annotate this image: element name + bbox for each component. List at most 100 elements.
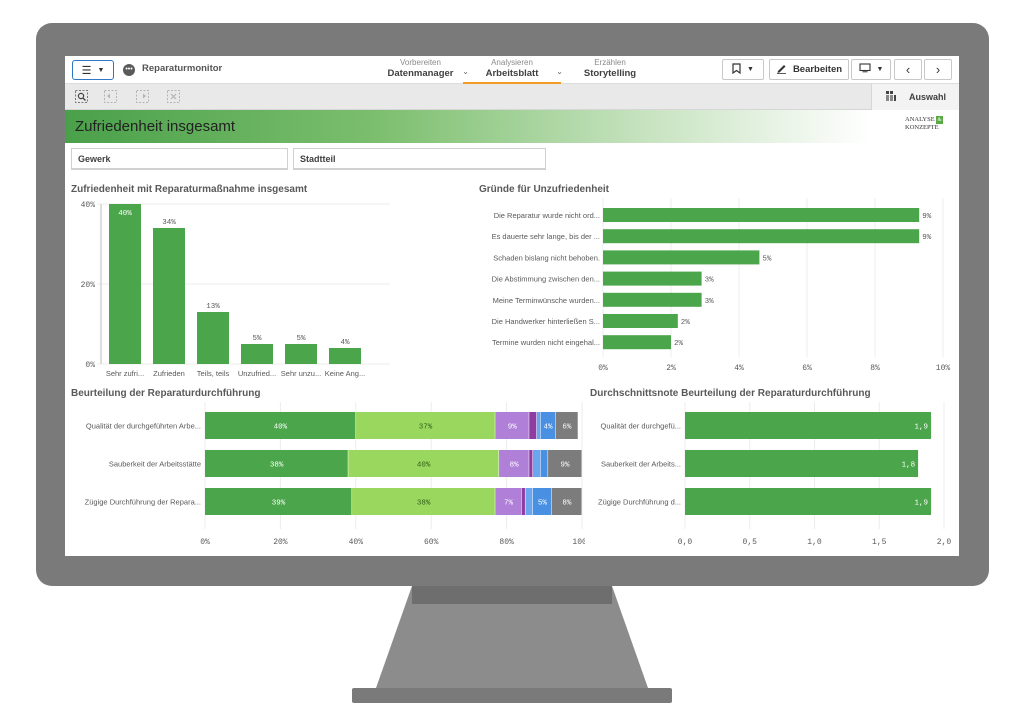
bar bbox=[603, 208, 920, 222]
chevron-down-icon: ▼ bbox=[876, 66, 884, 73]
x-tick-label: 4% bbox=[734, 364, 744, 373]
step-forward-icon[interactable] bbox=[135, 90, 149, 103]
bar-value-label: 34% bbox=[162, 219, 176, 227]
bar-value-label: 7% bbox=[504, 500, 514, 508]
x-tick-label: 8% bbox=[870, 364, 880, 373]
bar-value-label: 1,8 bbox=[902, 462, 916, 470]
x-tick-label: 0% bbox=[200, 538, 210, 547]
tab-sub-label: Vorbereiten bbox=[400, 58, 441, 67]
bar-segment bbox=[495, 412, 529, 439]
tab-arbeitsblatt[interactable]: Analysieren Arbeitsblatt ⌄ bbox=[463, 58, 563, 84]
filter-label: Stadtteil bbox=[300, 154, 336, 164]
bar-segment bbox=[499, 450, 529, 477]
next-sheet-button[interactable]: › bbox=[924, 59, 952, 80]
x-tick-label: Keine Ang... bbox=[325, 369, 365, 378]
y-tick-label: Die Reparatur wurde nicht ord... bbox=[494, 211, 600, 220]
x-tick-label: Sehr unzu... bbox=[281, 369, 321, 378]
chart-title: Durchschnittsnote Beurteilung der Repara… bbox=[590, 388, 871, 399]
y-tick-label: 0% bbox=[85, 361, 95, 370]
y-tick-label: 20% bbox=[81, 281, 96, 290]
sheet-header: Zufriedenheit insgesamt ANALYSE & KONZEP… bbox=[65, 110, 959, 143]
clear-selections-icon[interactable] bbox=[166, 90, 180, 103]
bar-value-label: 40% bbox=[274, 424, 288, 432]
tab-storytelling[interactable]: Erzählen Storytelling bbox=[572, 58, 648, 84]
x-tick-label: Zufrieden bbox=[153, 369, 185, 378]
previous-sheet-button[interactable]: ‹ bbox=[894, 59, 922, 80]
tab-label: Datenmanager bbox=[387, 68, 454, 79]
qlik-app-screen: ☰ ▼ ••• Reparaturmonitor Vorbereiten Dat… bbox=[65, 56, 959, 556]
bar-value-label: 5% bbox=[252, 335, 262, 343]
x-tick-label: 2% bbox=[666, 364, 676, 373]
chevron-down-icon[interactable]: ⌄ bbox=[462, 67, 469, 76]
bar bbox=[603, 292, 702, 307]
smart-search-icon[interactable] bbox=[74, 90, 88, 103]
bar-value-label: 5% bbox=[538, 500, 548, 508]
bar bbox=[285, 344, 317, 364]
tab-sub-label: Analysieren bbox=[491, 58, 533, 67]
x-tick-label: 80% bbox=[499, 538, 514, 547]
bar-segment bbox=[348, 450, 499, 477]
y-tick-label: Die Handwerker hinterließen S... bbox=[492, 317, 600, 326]
bar bbox=[685, 450, 919, 477]
bar-value-label: 2% bbox=[681, 319, 691, 327]
bar-segment bbox=[532, 488, 552, 515]
chevron-down-icon[interactable]: ⌄ bbox=[556, 67, 563, 76]
selections-label: Auswahl bbox=[908, 92, 946, 102]
bar-segment bbox=[355, 412, 495, 439]
bar-value-label: 9% bbox=[508, 424, 518, 432]
x-tick-label: 20% bbox=[273, 538, 288, 547]
reasons-bar-chart[interactable]: 0% 2% 4% 6% 8% 10% 9% Die Reparatur wurde nicht… bbox=[479, 196, 959, 391]
bar bbox=[685, 488, 932, 515]
x-tick-label: 2,0 bbox=[937, 538, 952, 547]
bar-segment bbox=[525, 488, 533, 515]
pencil-icon bbox=[776, 63, 787, 77]
bar-value-label: 5% bbox=[296, 335, 306, 343]
bar-segment bbox=[529, 450, 533, 477]
bar-segment bbox=[536, 412, 541, 439]
y-tick-label: Qualität der durchgeführten Arbe... bbox=[86, 422, 201, 431]
bar bbox=[109, 204, 141, 364]
bar-value-label: 9% bbox=[922, 234, 932, 242]
filter-pane-gewerk[interactable]: Gewerk bbox=[71, 148, 288, 170]
bar bbox=[603, 250, 760, 265]
bar bbox=[603, 229, 920, 244]
chart-title: Gründe für Unzufriedenheit bbox=[479, 184, 609, 195]
step-back-icon[interactable] bbox=[103, 90, 117, 103]
selection-toolbar: Auswahl bbox=[65, 84, 959, 110]
x-tick-label: 6% bbox=[802, 364, 812, 373]
bar-segment bbox=[540, 412, 556, 439]
bar-value-label: 3% bbox=[705, 298, 715, 306]
company-logo: ANALYSE & KONZEPTE bbox=[905, 116, 943, 131]
satisfaction-bar-chart[interactable]: 0% 20% 40% 40% Sehr zufri... 34% Zufrieden 13% T… bbox=[65, 196, 395, 396]
global-menu-button[interactable]: ☰ ▼ bbox=[72, 60, 114, 80]
bar-segment bbox=[352, 488, 495, 515]
bar-segment bbox=[521, 488, 525, 515]
bar bbox=[153, 228, 185, 364]
bar-value-label: 40% bbox=[118, 210, 132, 218]
selections-tool-button[interactable]: Auswahl bbox=[871, 84, 959, 110]
bar-value-label: 5% bbox=[762, 255, 772, 263]
present-button[interactable]: ▼ bbox=[851, 59, 891, 80]
x-tick-label: 100% bbox=[572, 538, 585, 547]
bar-value-label: 39% bbox=[272, 500, 286, 508]
bar-segment bbox=[205, 450, 348, 477]
filter-pane-stadtteil[interactable]: Stadtteil bbox=[293, 148, 546, 170]
average-rating-bar-chart[interactable]: 0,0 0,5 1,0 1,5 2,0 1,9 Qualität der durchgefü… bbox=[590, 400, 959, 550]
tab-datenmanager[interactable]: Vorbereiten Datenmanager ⌄ bbox=[378, 58, 470, 84]
y-tick-label: Qualität der durchgefü... bbox=[601, 422, 681, 431]
edit-button[interactable]: Bearbeiten bbox=[769, 59, 849, 80]
bookmark-button[interactable]: ▼ bbox=[722, 59, 764, 80]
bar-segment bbox=[495, 488, 522, 515]
y-tick-label: Sauberkeit der Arbeitsstätte bbox=[109, 460, 201, 469]
y-tick-label: Termine wurden nicht eingehal... bbox=[492, 338, 600, 347]
y-tick-label: Zügige Durchführung der Repara... bbox=[85, 498, 201, 507]
rating-stacked-bar-chart[interactable]: 0% 20% 40% 60% 80% 100% 40% 37% 9% 4% 6% Qualität d… bbox=[65, 400, 585, 550]
y-tick-label: Sauberkeit der Arbeits... bbox=[601, 460, 681, 469]
filter-label: Gewerk bbox=[78, 154, 111, 164]
bar-value-label: 8% bbox=[510, 462, 520, 470]
chart-title: Beurteilung der Reparaturdurchführung bbox=[71, 388, 261, 399]
x-tick-label: 1,5 bbox=[872, 538, 887, 547]
bar-value-label: 9% bbox=[561, 462, 571, 470]
chevron-down-icon: ▼ bbox=[747, 66, 754, 73]
bar-segment bbox=[205, 412, 356, 439]
